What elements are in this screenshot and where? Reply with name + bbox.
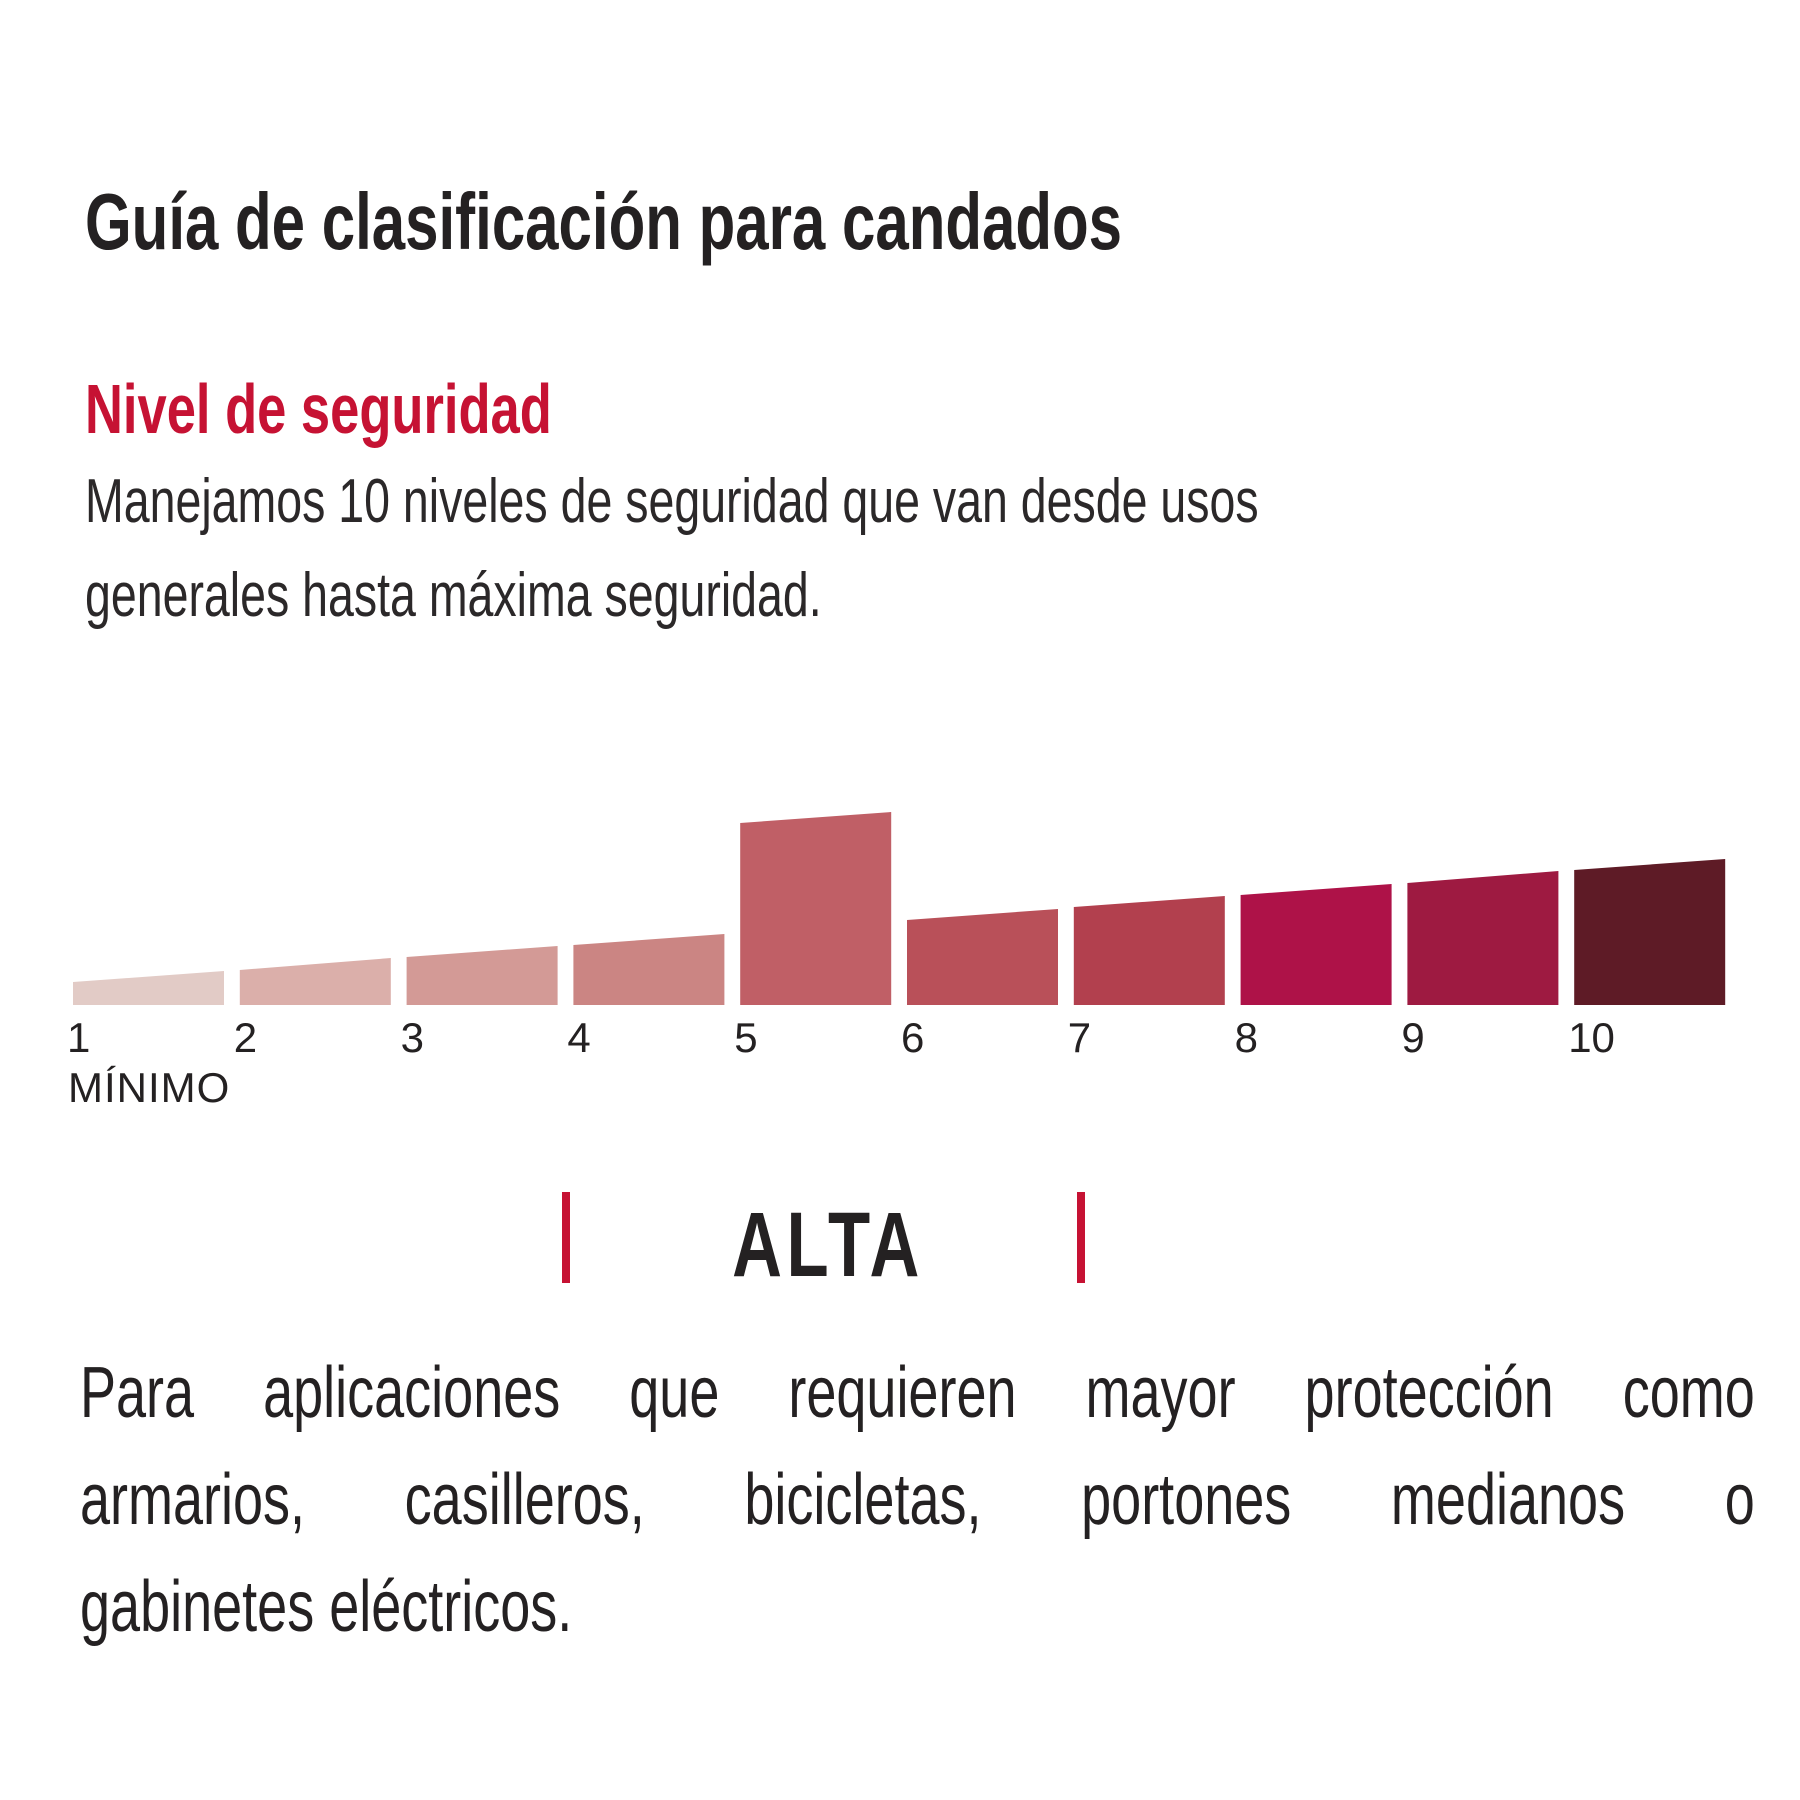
description-line-3: gabinetes eléctricos.	[80, 1567, 573, 1647]
range-tick-right	[1077, 1192, 1085, 1283]
minimum-label: MÍNIMO	[68, 1064, 231, 1111]
bar-level-4	[573, 934, 725, 1005]
bar-level-5-highlighted	[740, 812, 892, 1005]
bar-level-7	[1073, 896, 1225, 1005]
range-label-alta: ALTA	[732, 1194, 924, 1296]
description-paragraph: Para aplicaciones que requieren mayor pr…	[80, 1340, 1755, 1661]
bar-axis-label-4: 4	[567, 1014, 591, 1061]
section-heading: Nivel de seguridad	[85, 370, 552, 448]
bar-axis-label-7: 7	[1067, 1014, 1092, 1061]
bar-level-1	[73, 971, 224, 1005]
bar-level-8	[1240, 884, 1392, 1005]
intro-line-2: generales hasta máxima seguridad.	[85, 561, 822, 630]
bar-axis-label-9: 9	[1401, 1014, 1425, 1061]
bar-axis-label-6: 6	[901, 1014, 925, 1061]
bar-axis-label-1: 1	[67, 1014, 91, 1061]
intro-line-1: Manejamos 10 niveles de seguridad que va…	[85, 467, 1259, 536]
bar-level-10	[1574, 859, 1726, 1005]
bar-level-9	[1407, 871, 1559, 1005]
bar-level-6	[907, 909, 1058, 1005]
bar-axis-label-10: 10	[1568, 1014, 1615, 1061]
bar-axis-label-2: 2	[233, 1014, 258, 1061]
bar-axis-label-5: 5	[734, 1014, 758, 1061]
page-title: Guía de clasificación para candados	[85, 177, 1123, 266]
bar-axis-label-3: 3	[400, 1014, 424, 1061]
security-level-bar-chart	[73, 812, 1726, 1005]
description-line-2: armarios, casilleros, bicicletas, porton…	[80, 1460, 1755, 1540]
bar-level-3	[406, 946, 558, 1005]
bar-level-2	[239, 958, 391, 1005]
intro-text: Manejamos 10 niveles de seguridad que va…	[85, 455, 1650, 643]
description-line-1: Para aplicaciones que requieren mayor pr…	[80, 1353, 1755, 1433]
range-tick-left	[562, 1192, 570, 1283]
bar-axis-label-8: 8	[1234, 1014, 1258, 1061]
